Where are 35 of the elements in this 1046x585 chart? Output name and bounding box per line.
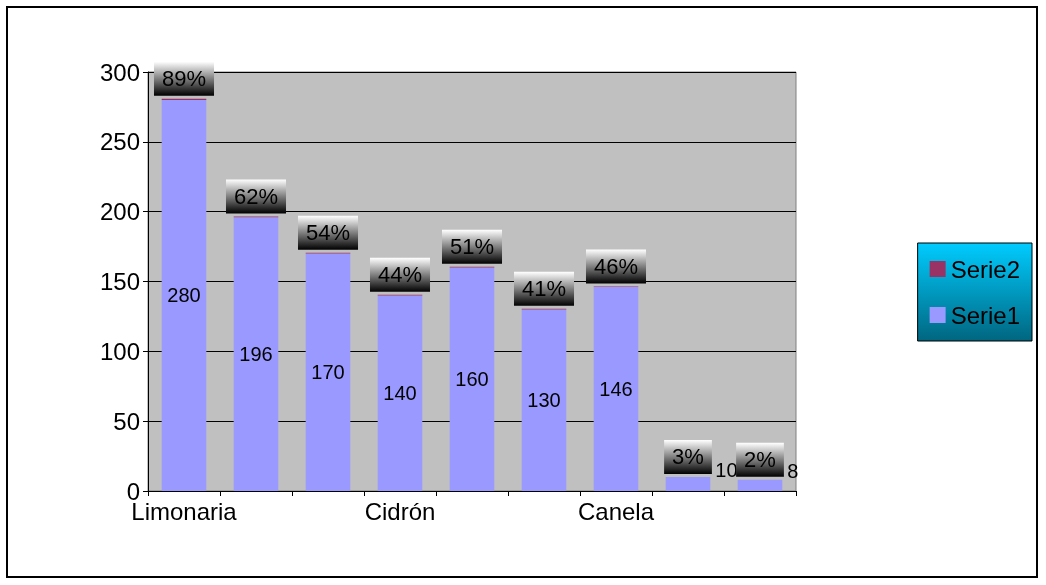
data-label: 46%	[593, 253, 639, 279]
data-label: 170	[311, 361, 345, 384]
data-label: 160	[455, 368, 489, 391]
bar	[305, 253, 351, 491]
bar	[233, 217, 279, 491]
bar	[665, 477, 711, 491]
data-label: 62%	[233, 183, 279, 209]
data-label: 3%	[672, 444, 704, 470]
bar	[377, 295, 423, 491]
data-label: 51%	[449, 234, 495, 260]
x-tick-label: Cidrón	[364, 497, 436, 525]
legend-label: Serie2	[950, 255, 1020, 283]
bar	[593, 287, 639, 491]
legend-label: Serie1	[950, 301, 1020, 329]
y-tick-label: 300	[99, 58, 140, 86]
bar	[161, 99, 207, 491]
data-label: 89%	[161, 66, 207, 92]
data-label: 41%	[521, 276, 567, 302]
data-label: 196	[239, 343, 273, 366]
data-label: 130	[527, 389, 561, 412]
data-label: 140	[383, 382, 417, 405]
bar	[449, 267, 495, 491]
y-tick-label: 50	[113, 407, 140, 435]
data-label: 8	[787, 460, 799, 483]
bar	[521, 309, 567, 491]
data-label: 44%	[377, 262, 423, 288]
y-tick-label: 250	[99, 128, 140, 156]
y-tick-label: 200	[99, 198, 140, 226]
data-label: 280	[167, 284, 201, 307]
y-tick-label: 150	[99, 268, 140, 295]
data-label: 146	[599, 378, 633, 401]
data-label: 2%	[744, 447, 776, 473]
y-tick-label: 100	[99, 337, 140, 365]
data-label: 54%	[305, 220, 351, 246]
x-tick-label: Canela	[577, 497, 655, 525]
